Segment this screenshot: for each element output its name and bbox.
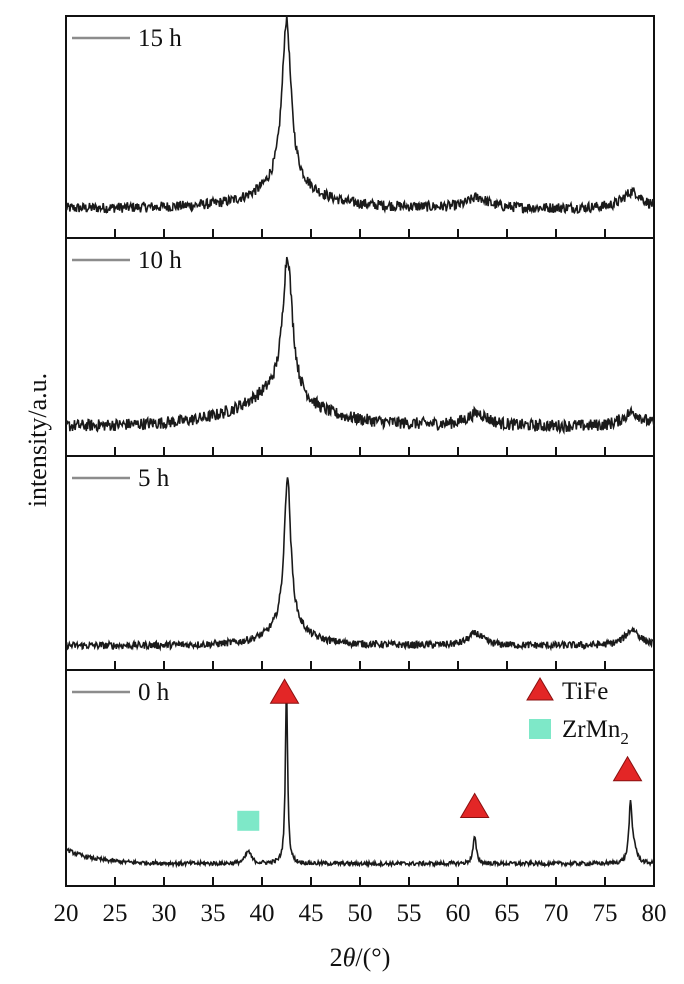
x-tick-label: 45 bbox=[299, 900, 324, 927]
x-tick-label: 65 bbox=[495, 900, 520, 927]
x-tick-label: 55 bbox=[397, 900, 422, 927]
x-tick-label: 25 bbox=[103, 900, 128, 927]
legend-tife-marker bbox=[526, 677, 554, 701]
x-tick-label: 20 bbox=[54, 900, 79, 927]
tife-peak-marker bbox=[269, 678, 300, 704]
x-axis-label-suffix: /(°) bbox=[355, 943, 391, 972]
series-line-0h bbox=[65, 695, 655, 869]
x-axis-label: 2θ/(°) bbox=[330, 943, 391, 973]
legend-phase-label: TiFe bbox=[562, 678, 608, 705]
legend-zrmn2-marker bbox=[529, 719, 551, 739]
series-line-5h bbox=[65, 477, 655, 652]
legend-label: 15 h bbox=[138, 25, 182, 52]
x-tick-label: 80 bbox=[642, 900, 667, 927]
x-axis-label-theta: θ bbox=[342, 943, 356, 972]
x-tick-label: 35 bbox=[201, 900, 226, 927]
series-line-15h bbox=[65, 15, 655, 215]
legend-label: 5 h bbox=[138, 465, 170, 492]
legend-phase-subscript: 2 bbox=[620, 729, 629, 748]
tife-peak-marker bbox=[459, 792, 490, 819]
legend-label: 10 h bbox=[138, 247, 182, 274]
legend-label: 0 h bbox=[138, 679, 170, 706]
x-tick-label: 30 bbox=[152, 900, 177, 927]
legend-phase-label: ZrMn2 bbox=[562, 716, 629, 748]
x-tick-label: 60 bbox=[446, 900, 471, 927]
tife-peak-marker bbox=[612, 755, 643, 782]
series-line-10h bbox=[65, 256, 655, 435]
y-axis-label: intensity/a.u. bbox=[23, 372, 52, 508]
x-axis-label-prefix: 2 bbox=[329, 943, 343, 972]
x-tick-label: 50 bbox=[348, 900, 373, 927]
zrmn2-peak-marker bbox=[237, 810, 260, 831]
x-tick-label: 70 bbox=[544, 900, 569, 927]
x-tick-label: 75 bbox=[593, 900, 618, 927]
x-tick-label: 40 bbox=[250, 900, 275, 927]
